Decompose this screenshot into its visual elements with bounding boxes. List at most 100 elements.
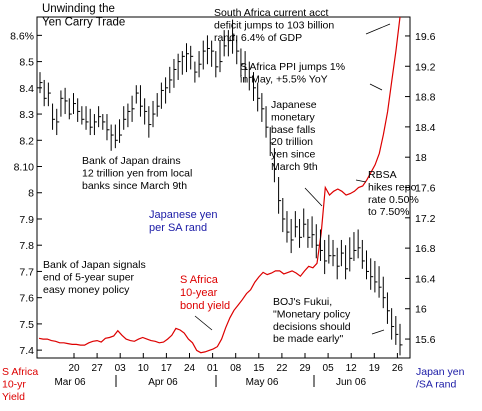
yen-bar	[261, 93, 265, 122]
arrow-rbsa	[355, 179, 367, 183]
yen-bar	[152, 100, 156, 128]
yen-bar	[265, 106, 269, 138]
yen-bar	[307, 218, 311, 248]
left-axis-ticks: 7.4 7.5 7.6 7.7 7.8 7.9 8 8.10 8.2 8.3 8.4 8.5 8.6%	[10, 30, 42, 357]
left-tick-label: 7.5	[19, 319, 34, 331]
yen-bar	[68, 98, 72, 120]
yen-bar	[198, 51, 202, 78]
yen-bar	[52, 103, 56, 130]
yen-bar	[148, 106, 152, 138]
annotation-fukui: BOJ's Fukui, "Monetary policy decisions sh…	[273, 296, 351, 345]
left-tick-label: 7.8	[19, 240, 34, 252]
yen-bar	[349, 237, 353, 272]
yen-bar	[232, 19, 236, 54]
yen-bar	[353, 232, 357, 261]
yen-bar	[123, 106, 127, 130]
yen-bar	[60, 90, 64, 117]
annotation-boj-drains: Bank of Japan drains 12 trillion yen from…	[82, 155, 192, 192]
arrow-monetary-base	[304, 187, 323, 207]
yen-bar	[395, 316, 399, 345]
yen-bar	[56, 108, 60, 136]
right-tick-label: 19.6	[415, 31, 436, 43]
annotation-boj-signals: Bank of Japan signals end of 5-year super…	[43, 259, 146, 296]
yen-bar	[219, 40, 223, 73]
yen-bar	[131, 95, 135, 122]
yen-bar	[345, 245, 349, 280]
yen-bar	[47, 82, 51, 107]
yen-bar	[382, 276, 386, 309]
yield-line	[38, 16, 401, 354]
yen-bar	[278, 177, 282, 214]
x-tick-label: 27	[92, 363, 104, 374]
right-tick-label: 16.4	[415, 273, 436, 285]
yen-bar	[72, 93, 76, 115]
left-tick-label: 8.2	[19, 135, 34, 147]
yen-bar	[144, 98, 148, 125]
yen-bar	[299, 218, 303, 248]
yen-bar	[165, 77, 169, 104]
yen-bar	[206, 35, 210, 65]
yen-bar	[340, 239, 344, 267]
right-tick-label: 18.8	[415, 92, 436, 104]
yen-bar	[378, 266, 382, 298]
x-tick-label: 19	[369, 363, 381, 374]
yen-bar	[386, 292, 390, 324]
yen-bar	[257, 82, 261, 112]
yen-bar	[173, 58, 177, 88]
yen-bar	[315, 224, 319, 259]
annotation-monetary-base: Japanese monetary base falls 20 trillion yen…	[271, 99, 318, 173]
yen-bar	[181, 51, 185, 75]
yen-bar	[106, 114, 110, 141]
x-tick-label: 17	[161, 363, 173, 374]
yen-bar	[269, 127, 273, 157]
yen-bar	[177, 53, 181, 80]
yen-series	[39, 19, 403, 356]
left-tick-label: 8.4	[19, 83, 34, 95]
annotation-rbsa: RBSA hikes repo rate 0.50% to 7.50%	[368, 169, 419, 218]
arrow-ppi	[369, 83, 383, 91]
month-label: May 06	[246, 377, 279, 388]
yen-bar	[39, 72, 43, 94]
x-tick-label: 26	[392, 363, 404, 374]
yen-bar	[77, 98, 81, 122]
month-label: Apr 06	[148, 377, 178, 388]
yen-bar	[194, 61, 198, 83]
x-tick-label: 10	[138, 363, 150, 374]
left-tick-label: 8.5	[19, 57, 34, 69]
yen-series-label: Japanese yen per SA rand	[149, 209, 218, 234]
yen-bar	[211, 40, 215, 67]
arrow-boj-signals	[194, 315, 213, 331]
yen-bar	[114, 124, 118, 149]
left-tick-label: 8	[28, 188, 34, 200]
right-axis-label: Japan yen/SA rand	[416, 366, 465, 390]
yen-bar	[139, 85, 143, 117]
yen-bar	[294, 211, 298, 238]
left-tick-label: 8.6%	[10, 30, 34, 42]
right-tick-label: 19.2	[415, 61, 436, 73]
yen-bar	[186, 43, 190, 73]
month-label: Jun 06	[336, 377, 366, 388]
right-tick-label: 17.2	[415, 213, 436, 225]
x-tick-label: 08	[230, 363, 242, 374]
right-tick-label: 15.6	[415, 334, 436, 346]
yen-bar	[223, 30, 227, 57]
right-tick-label: 17.6	[415, 183, 436, 195]
right-tick-label: 16	[415, 304, 427, 316]
yen-bar	[43, 79, 47, 107]
yen-bar	[319, 229, 323, 261]
annotation-current-account: South Africa current acct deficit jumps t…	[214, 7, 334, 44]
yen-bar	[252, 72, 256, 101]
yen-bar	[399, 323, 403, 356]
yen-bar	[169, 66, 173, 94]
yen-bar	[328, 234, 332, 264]
yen-bar	[357, 229, 361, 259]
yen-bar	[366, 250, 370, 280]
yen-bar	[290, 218, 294, 254]
month-label: Mar 06	[54, 377, 86, 388]
yen-bar	[227, 30, 231, 57]
yen-bar	[361, 239, 365, 269]
yield-series-label: S Africa 10-year bond yield	[180, 274, 230, 312]
yen-bar	[64, 87, 68, 115]
yen-bar	[374, 260, 378, 293]
